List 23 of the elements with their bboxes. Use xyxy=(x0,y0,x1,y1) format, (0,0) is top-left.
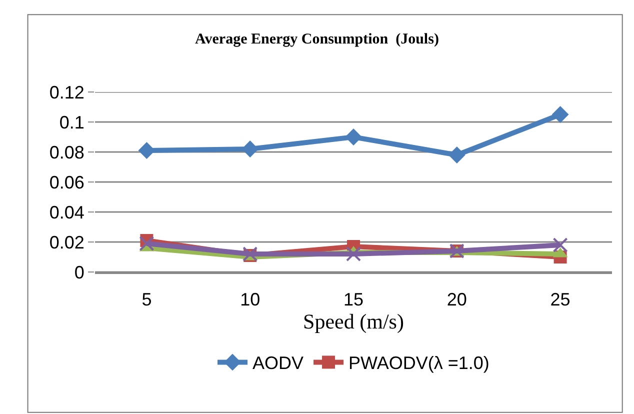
legend-label: PWAODV(λ =1.0) xyxy=(348,353,490,374)
x-tick-label: 25 xyxy=(550,289,570,310)
x-tick-label: 20 xyxy=(446,289,467,310)
point xyxy=(346,246,361,262)
y-tick-label: 0.06 xyxy=(49,172,84,192)
chart-title: Average Energy Consumption (Jouls) xyxy=(195,32,439,48)
x-tick-label: 15 xyxy=(343,289,364,310)
x-tick-label: 10 xyxy=(240,289,260,310)
y-tick-label: 0.1 xyxy=(59,112,84,132)
y-tick-label: 0.04 xyxy=(49,202,84,222)
y-tick-label: 0 xyxy=(74,262,84,282)
legend-label: AODV xyxy=(252,353,304,374)
point xyxy=(139,236,154,251)
point xyxy=(448,146,466,164)
y-tick-label: 0.08 xyxy=(49,142,84,162)
y-tick-label: 0.12 xyxy=(49,82,84,102)
x-tick-label: 5 xyxy=(142,289,152,310)
point xyxy=(552,106,569,123)
y-tick-label: 0.02 xyxy=(49,232,84,252)
point xyxy=(242,140,259,158)
x-axis-title: Speed (m/s) xyxy=(303,309,404,334)
point xyxy=(345,128,362,146)
point xyxy=(552,238,568,252)
